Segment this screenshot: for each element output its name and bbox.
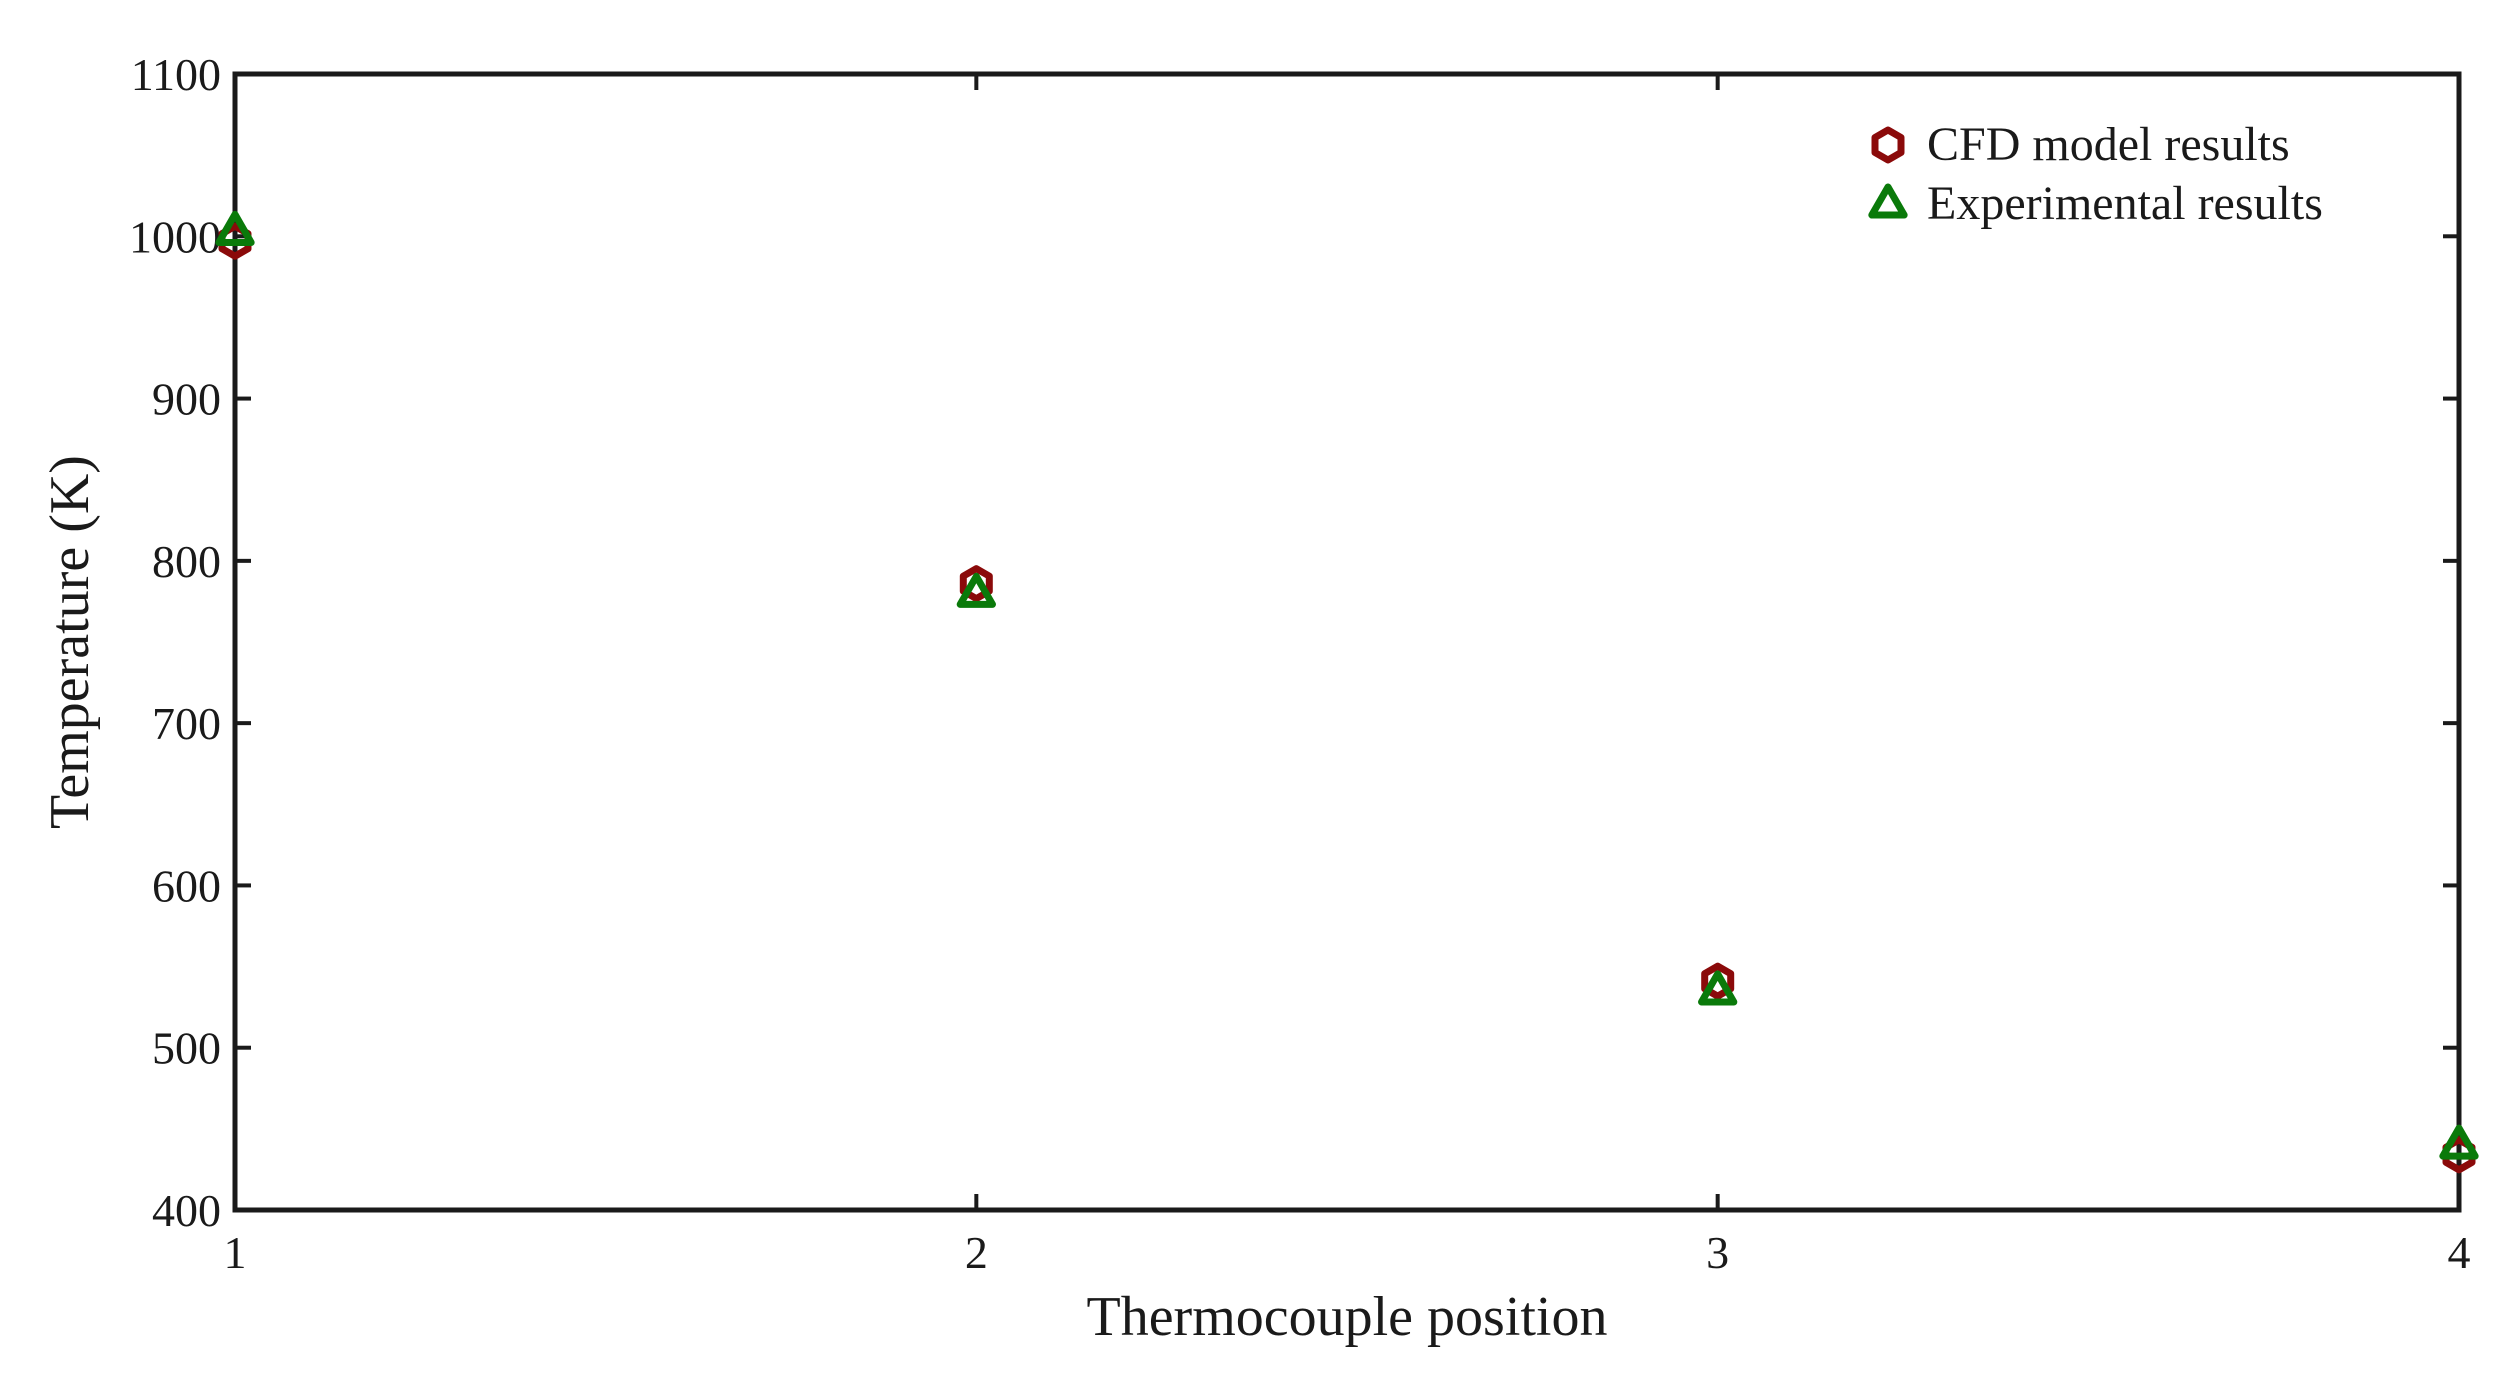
series-1 [215, 210, 2479, 1160]
legend: CFD model results Experimental results [1868, 118, 2323, 230]
cfd-point-2 [1701, 962, 1735, 1000]
ticks-layer: 1 2 3 4 400 500 600 700 800 900 1000 1100 [129, 49, 2471, 1278]
legend-hexagon-marker [1871, 126, 1905, 164]
experimental-point-1 [956, 572, 996, 608]
y-tick-label: 800 [152, 536, 221, 587]
y-tick-label: 600 [152, 860, 221, 911]
y-tick-label: 700 [152, 698, 221, 749]
y-tick-label: 900 [152, 374, 221, 425]
data-marks-layer [215, 210, 2479, 1174]
x-tick-label: 2 [965, 1227, 988, 1278]
y-tick-label: 500 [152, 1023, 221, 1074]
cfd-point-1 [959, 565, 993, 603]
y-tick-label: 1000 [129, 211, 221, 262]
y-tick-label: 1100 [131, 49, 221, 100]
experimental-point-0 [215, 210, 255, 246]
series-0 [218, 222, 2476, 1174]
legend-label-cfd: CFD model results [1927, 118, 2290, 171]
legend-marker-cfd [1871, 126, 1905, 164]
x-axis-label: Thermocouple position [1086, 1286, 1607, 1348]
legend-label-experimental: Experimental results [1927, 177, 2323, 230]
legend-marker-experimental [1868, 183, 1908, 219]
x-tick-label: 3 [1706, 1227, 1729, 1278]
x-tick-label: 4 [2448, 1227, 2471, 1278]
x-tick-label: 1 [224, 1227, 247, 1278]
experimental-point-3 [2439, 1124, 2479, 1160]
y-tick-label: 400 [152, 1185, 221, 1236]
y-axis-label: Temperature (K) [39, 455, 101, 829]
experimental-point-2 [1698, 970, 1738, 1006]
plot-area-frame [232, 71, 2462, 1213]
legend-triangle-marker [1868, 183, 1908, 219]
